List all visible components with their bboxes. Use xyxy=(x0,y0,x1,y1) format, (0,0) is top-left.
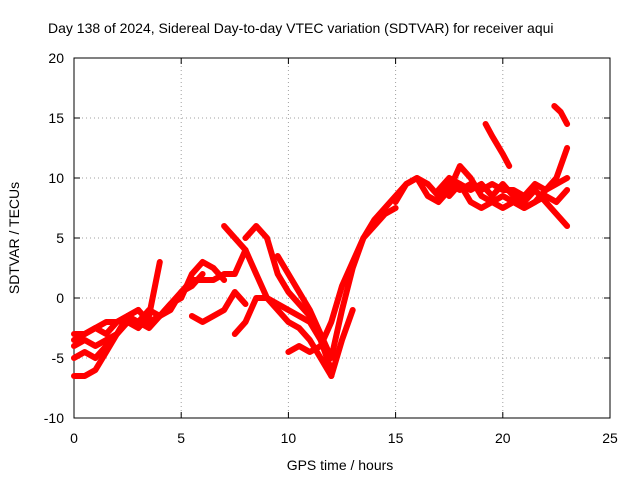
chart-title: Day 138 of 2024, Sidereal Day-to-day VTE… xyxy=(48,20,554,36)
series-line-trace-15 xyxy=(482,121,513,169)
series-line-trace-11 xyxy=(274,175,571,361)
x-tick-label: 5 xyxy=(177,430,185,446)
series-line-trace-5 xyxy=(71,307,142,343)
y-tick-label: 10 xyxy=(48,170,64,186)
series-line-trace-3 xyxy=(71,259,228,349)
series-line-trace-8 xyxy=(221,223,335,373)
series-line-trace-16 xyxy=(551,103,571,127)
series-line-trace-6 xyxy=(188,289,249,325)
series-line-trace-13 xyxy=(446,181,571,229)
y-tick-label: 15 xyxy=(48,110,64,126)
axis-ticks: 0 5 10 15 20 25 -10 -5 0 5 10 15 20 xyxy=(44,50,618,446)
x-tick-label: 10 xyxy=(281,430,297,446)
y-tick-label: 5 xyxy=(56,230,64,246)
x-tick-label: 0 xyxy=(70,430,78,446)
x-tick-label: 25 xyxy=(602,430,618,446)
grid xyxy=(74,58,610,418)
x-axis-label: GPS time / hours xyxy=(287,457,394,473)
y-tick-label: -10 xyxy=(44,410,64,426)
series-line-trace-9 xyxy=(242,223,356,379)
y-tick-label: -5 xyxy=(52,350,65,366)
y-tick-label: 0 xyxy=(56,290,64,306)
x-tick-label: 20 xyxy=(495,430,511,446)
y-axis-label: SDTVAR / TECUs xyxy=(6,182,22,294)
series-line-trace-14 xyxy=(435,145,571,211)
x-tick-label: 15 xyxy=(388,430,404,446)
y-tick-label: 20 xyxy=(48,50,64,66)
series-layer xyxy=(71,103,571,379)
series-line-trace-10 xyxy=(285,205,399,355)
